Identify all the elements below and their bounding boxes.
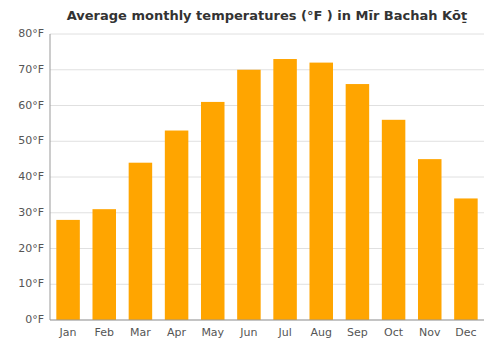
bar (309, 63, 333, 320)
y-tick-label: 10°F (18, 277, 44, 290)
y-axis: 0°F 10°F 20°F 30°F 40°F 50°F 60°F 70°F 80°F (18, 27, 44, 326)
bar (92, 209, 116, 320)
y-tick-label: 40°F (18, 170, 44, 183)
x-tick-label: Jun (239, 326, 257, 339)
y-tick-label: 50°F (18, 134, 44, 147)
x-tick-label: Jul (277, 326, 291, 339)
bar (418, 159, 442, 320)
bars (56, 59, 477, 320)
x-tick-label: May (201, 326, 224, 339)
x-tick-label: Apr (167, 326, 187, 339)
y-tick-label: 80°F (18, 27, 44, 40)
bar (56, 220, 80, 320)
grid-line (50, 141, 484, 142)
x-tick-label: Aug (311, 326, 332, 339)
y-tick-label: 0°F (25, 313, 44, 326)
bar (237, 70, 261, 320)
y-tick-label: 30°F (18, 206, 44, 219)
bar (346, 84, 370, 320)
y-tick-label: 60°F (18, 99, 44, 112)
x-tick-label: Sep (347, 326, 368, 339)
bar (165, 131, 189, 320)
bar (201, 102, 225, 320)
x-axis: Jan Feb Mar Apr May Jun Jul Aug Sep Oct Nov Dec (59, 326, 477, 339)
x-tick-label: Oct (384, 326, 404, 339)
x-tick-label: Dec (455, 326, 476, 339)
grid-line (50, 34, 484, 35)
bar (454, 198, 478, 320)
grid-line (50, 69, 484, 70)
y-axis-line (50, 34, 51, 320)
x-axis-line (50, 320, 484, 321)
grid (50, 34, 484, 320)
grid-line (50, 105, 484, 106)
bar (129, 163, 153, 320)
title: Average monthly temperatures (°F ) in Mī… (67, 8, 468, 23)
x-tick-label: Jan (59, 326, 77, 339)
bar (382, 120, 406, 320)
x-tick-label: Nov (419, 326, 441, 339)
x-tick-label: Feb (95, 326, 114, 339)
y-tick-label: 20°F (18, 242, 44, 255)
bar (273, 59, 297, 320)
grid-line (50, 320, 484, 321)
x-tick-label: Mar (130, 326, 151, 339)
y-tick-label: 70°F (18, 63, 44, 76)
chart: Average monthly temperatures (°F ) in Mī… (0, 0, 500, 350)
